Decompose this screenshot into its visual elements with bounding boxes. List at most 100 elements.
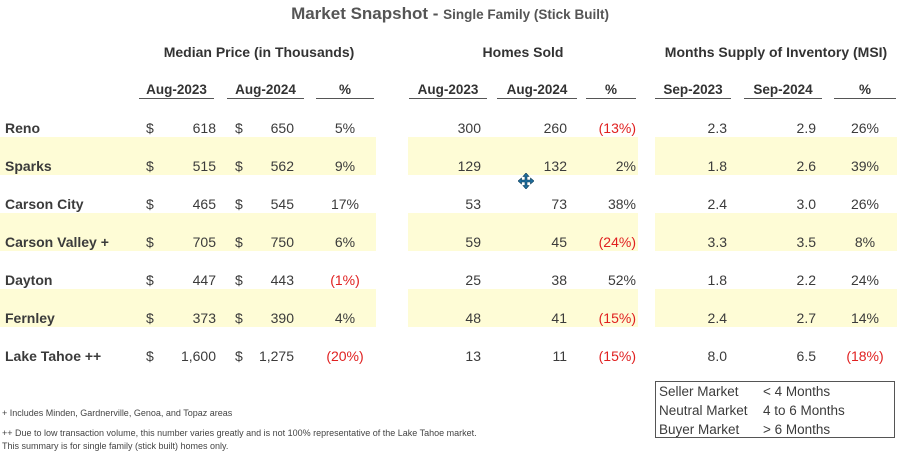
sold-2023-sparks: 129	[457, 158, 481, 174]
price-2023-currency-dayton: $	[146, 272, 154, 288]
region-name-fernley: Fernley	[5, 310, 55, 326]
col-header-price-pct: %	[316, 82, 374, 99]
sold-change-reno: (13%)	[598, 120, 636, 136]
col-header-msi-2024: Sep-2024	[744, 82, 822, 99]
footnote-carson-valley: + Includes Minden, Gardnerville, Genoa, …	[2, 408, 233, 418]
region-name-carson-city: Carson City	[5, 196, 84, 212]
price-change-dayton: (1%)	[330, 272, 360, 288]
sold-change-lake-tahoe: (15%)	[598, 348, 636, 364]
group-header-msi: Months Supply of Inventory (MSI)	[664, 44, 888, 60]
legend-buyer-label: Buyer Market	[659, 422, 740, 437]
price-2024-currency-lake-tahoe: $	[235, 348, 243, 364]
msi-2023-fernley: 2.4	[707, 310, 727, 326]
price-2023-sparks: 515	[192, 158, 216, 174]
legend-buyer-value: > 6 Months	[763, 422, 831, 437]
price-2024-fernley: 390	[270, 310, 294, 326]
msi-change-fernley: 14%	[850, 310, 880, 326]
msi-change-reno: 26%	[850, 120, 880, 136]
price-2023-carson-valley: 705	[192, 234, 216, 250]
row-band-fernley-sold	[408, 289, 638, 327]
row-band-sparks-msi	[655, 137, 897, 175]
sold-2023-reno: 300	[457, 120, 481, 136]
msi-change-carson-valley: 8%	[854, 234, 876, 250]
sold-2024-carson-valley: 45	[551, 234, 567, 250]
row-band-fernley-price	[0, 289, 376, 327]
price-2024-currency-fernley: $	[235, 310, 243, 326]
msi-2023-lake-tahoe: 8.0	[707, 348, 727, 364]
price-2023-carson-city: 465	[192, 196, 216, 212]
row-band-fernley-msi	[655, 289, 897, 327]
region-name-carson-valley: Carson Valley +	[5, 234, 109, 250]
group-header-homes-sold: Homes Sold	[482, 44, 564, 60]
move-cursor-icon	[518, 173, 534, 189]
price-2023-fernley: 373	[192, 310, 216, 326]
sold-2024-sparks: 132	[543, 158, 567, 174]
col-header-sold-pct: %	[586, 82, 636, 99]
col-header-msi-2023: Sep-2023	[655, 82, 731, 99]
price-2024-sparks: 562	[270, 158, 294, 174]
price-change-reno: 5%	[334, 120, 356, 136]
region-name-dayton: Dayton	[5, 272, 53, 288]
footnote-lake-tahoe: ++ Due to low transaction volume, this n…	[2, 428, 477, 438]
price-2024-lake-tahoe: 1,275	[258, 348, 294, 364]
msi-change-dayton: 24%	[850, 272, 880, 288]
title-main: Market Snapshot -	[291, 4, 444, 23]
price-2024-dayton: 443	[270, 272, 294, 288]
price-2023-reno: 618	[192, 120, 216, 136]
legend-neutral-value: 4 to 6 Months	[763, 403, 845, 418]
msi-2023-carson-valley: 3.3	[707, 234, 727, 250]
sold-2024-lake-tahoe: 11	[552, 348, 567, 364]
sold-2024-dayton: 38	[551, 272, 567, 288]
region-name-sparks: Sparks	[5, 158, 52, 174]
price-change-carson-city: 17%	[330, 196, 360, 212]
sold-2023-lake-tahoe: 13	[465, 348, 481, 364]
price-2024-currency-carson-city: $	[235, 196, 243, 212]
msi-2024-carson-valley: 3.5	[796, 234, 816, 250]
price-2023-dayton: 447	[192, 272, 216, 288]
sold-2023-fernley: 48	[465, 310, 481, 326]
msi-2024-lake-tahoe: 6.5	[796, 348, 816, 364]
sold-2024-fernley: 41	[551, 310, 567, 326]
price-2024-carson-city: 545	[270, 196, 294, 212]
msi-change-sparks: 39%	[850, 158, 880, 174]
price-2024-reno: 650	[270, 120, 294, 136]
row-band-carson-valley-sold	[408, 213, 638, 251]
sold-2024-carson-city: 73	[551, 196, 567, 212]
msi-2023-reno: 2.3	[707, 120, 727, 136]
col-header-msi-pct: %	[834, 82, 896, 99]
sold-2023-carson-valley: 59	[465, 234, 481, 250]
price-change-carson-valley: 6%	[334, 234, 356, 250]
row-band-carson-valley-price	[0, 213, 376, 251]
legend-seller-value: < 4 Months	[763, 384, 831, 399]
sold-change-sparks: 2%	[615, 158, 636, 174]
msi-2024-dayton: 2.2	[796, 272, 816, 288]
price-change-sparks: 9%	[334, 158, 356, 174]
price-2024-currency-carson-valley: $	[235, 234, 243, 250]
region-name-lake-tahoe: Lake Tahoe ++	[5, 348, 102, 364]
msi-change-lake-tahoe: (18%)	[846, 348, 884, 364]
price-2023-lake-tahoe: 1,600	[180, 348, 216, 364]
msi-2024-sparks: 2.6	[796, 158, 816, 174]
sold-change-carson-valley: (24%)	[598, 234, 636, 250]
msi-2024-fernley: 2.7	[796, 310, 816, 326]
sold-2023-dayton: 25	[465, 272, 481, 288]
sold-change-fernley: (15%)	[598, 310, 636, 326]
price-change-lake-tahoe: (20%)	[326, 348, 364, 364]
price-2023-currency-lake-tahoe: $	[146, 348, 154, 364]
price-2023-currency-sparks: $	[146, 158, 154, 174]
footnote-summary: This summary is for single family (stick…	[2, 441, 229, 451]
price-change-fernley: 4%	[334, 310, 356, 326]
price-2023-currency-reno: $	[146, 120, 154, 136]
row-band-sparks-price	[0, 137, 376, 175]
col-header-sold-2024: Aug-2024	[497, 82, 577, 99]
group-header-median-price: Median Price (in Thousands)	[163, 44, 355, 60]
sold-change-carson-city: 38%	[607, 196, 636, 212]
price-2024-currency-sparks: $	[235, 158, 243, 174]
sold-2023-carson-city: 53	[465, 196, 481, 212]
price-2024-carson-valley: 750	[270, 234, 294, 250]
msi-2023-dayton: 1.8	[707, 272, 727, 288]
col-header-sold-2023: Aug-2023	[409, 82, 487, 99]
legend-seller-label: Seller Market	[659, 384, 739, 399]
market-legend: Seller Market < 4 Months Neutral Market …	[655, 381, 895, 438]
region-name-reno: Reno	[5, 120, 40, 136]
